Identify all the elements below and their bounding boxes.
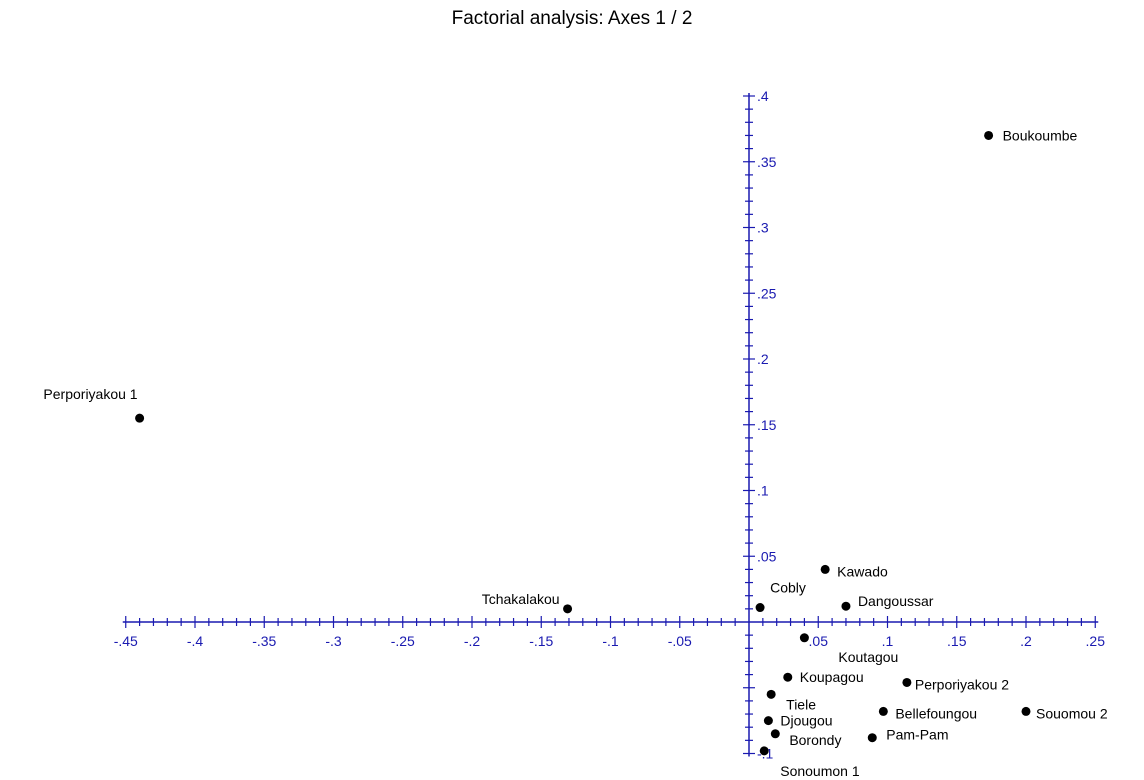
data-point bbox=[878, 706, 888, 716]
x-tick-label: .25 bbox=[1086, 633, 1106, 649]
data-point bbox=[766, 689, 776, 699]
point-label: Perporiyakou 2 bbox=[915, 676, 1009, 692]
x-tick-label: .05 bbox=[809, 633, 829, 649]
data-point bbox=[841, 601, 851, 611]
data-point bbox=[867, 733, 877, 743]
x-tick-label: .1 bbox=[882, 633, 894, 649]
data-point bbox=[763, 716, 773, 726]
y-tick-label: .2 bbox=[757, 351, 769, 367]
data-point bbox=[799, 633, 809, 643]
data-point bbox=[783, 672, 793, 682]
point-label: Kawado bbox=[837, 563, 888, 579]
point-label: Dangoussar bbox=[858, 593, 934, 609]
x-tick-label: -.4 bbox=[187, 633, 204, 649]
point-label: Souomou 2 bbox=[1036, 705, 1108, 721]
x-tick-label: -.05 bbox=[668, 633, 692, 649]
y-tick-label: .3 bbox=[757, 220, 769, 236]
point-label: Pam-Pam bbox=[886, 727, 948, 743]
y-tick-label: .4 bbox=[757, 88, 769, 104]
point-label: Cobly bbox=[770, 580, 806, 596]
x-tick-label: -.1 bbox=[602, 633, 619, 649]
point-label: Boukoumbe bbox=[1003, 127, 1078, 143]
y-tick-label: .15 bbox=[757, 417, 777, 433]
data-point bbox=[770, 729, 780, 739]
point-label: Koutagou bbox=[838, 649, 898, 665]
data-point bbox=[820, 564, 830, 574]
data-point bbox=[902, 677, 912, 687]
point-label: Tchakalakou bbox=[482, 591, 560, 607]
point-label: Borondy bbox=[789, 732, 841, 748]
data-point bbox=[755, 603, 765, 613]
x-tick-label: -.35 bbox=[252, 633, 276, 649]
data-point bbox=[984, 130, 994, 140]
x-tick-label: .15 bbox=[947, 633, 967, 649]
x-tick-label: -.3 bbox=[325, 633, 342, 649]
x-tick-label: -.15 bbox=[529, 633, 553, 649]
x-tick-label: -.2 bbox=[464, 633, 481, 649]
y-tick-label: .35 bbox=[757, 154, 777, 170]
data-point bbox=[1021, 706, 1031, 716]
x-tick-label: .2 bbox=[1020, 633, 1032, 649]
axes: -.45 -.4 -.35 -.3 -.25 -.2 -.15 -.1 -.05 .05 .1 .15… bbox=[114, 88, 1106, 762]
point-label: Djougou bbox=[780, 713, 832, 729]
data-point bbox=[563, 604, 573, 614]
point-label: Perporiyakou 1 bbox=[43, 386, 137, 402]
x-tick-label: -.45 bbox=[114, 633, 138, 649]
point-label: Tiele bbox=[786, 696, 816, 712]
point-label: Bellefoungou bbox=[895, 705, 977, 721]
point-label: Koupagou bbox=[800, 669, 864, 685]
chart-title: Factorial analysis: Axes 1 / 2 bbox=[451, 8, 693, 29]
x-tick-label: -.25 bbox=[391, 633, 415, 649]
y-tick-label: .05 bbox=[757, 548, 777, 564]
y-tick-label: .25 bbox=[757, 285, 777, 301]
point-label: Sonoumon 1 bbox=[780, 763, 860, 779]
y-tick-label: .1 bbox=[757, 483, 769, 499]
data-point bbox=[135, 413, 145, 423]
data-point bbox=[759, 746, 769, 756]
data-points: Boukoumbe Perporiyakou 1 Tchakalakou Cobly K… bbox=[43, 127, 1107, 778]
